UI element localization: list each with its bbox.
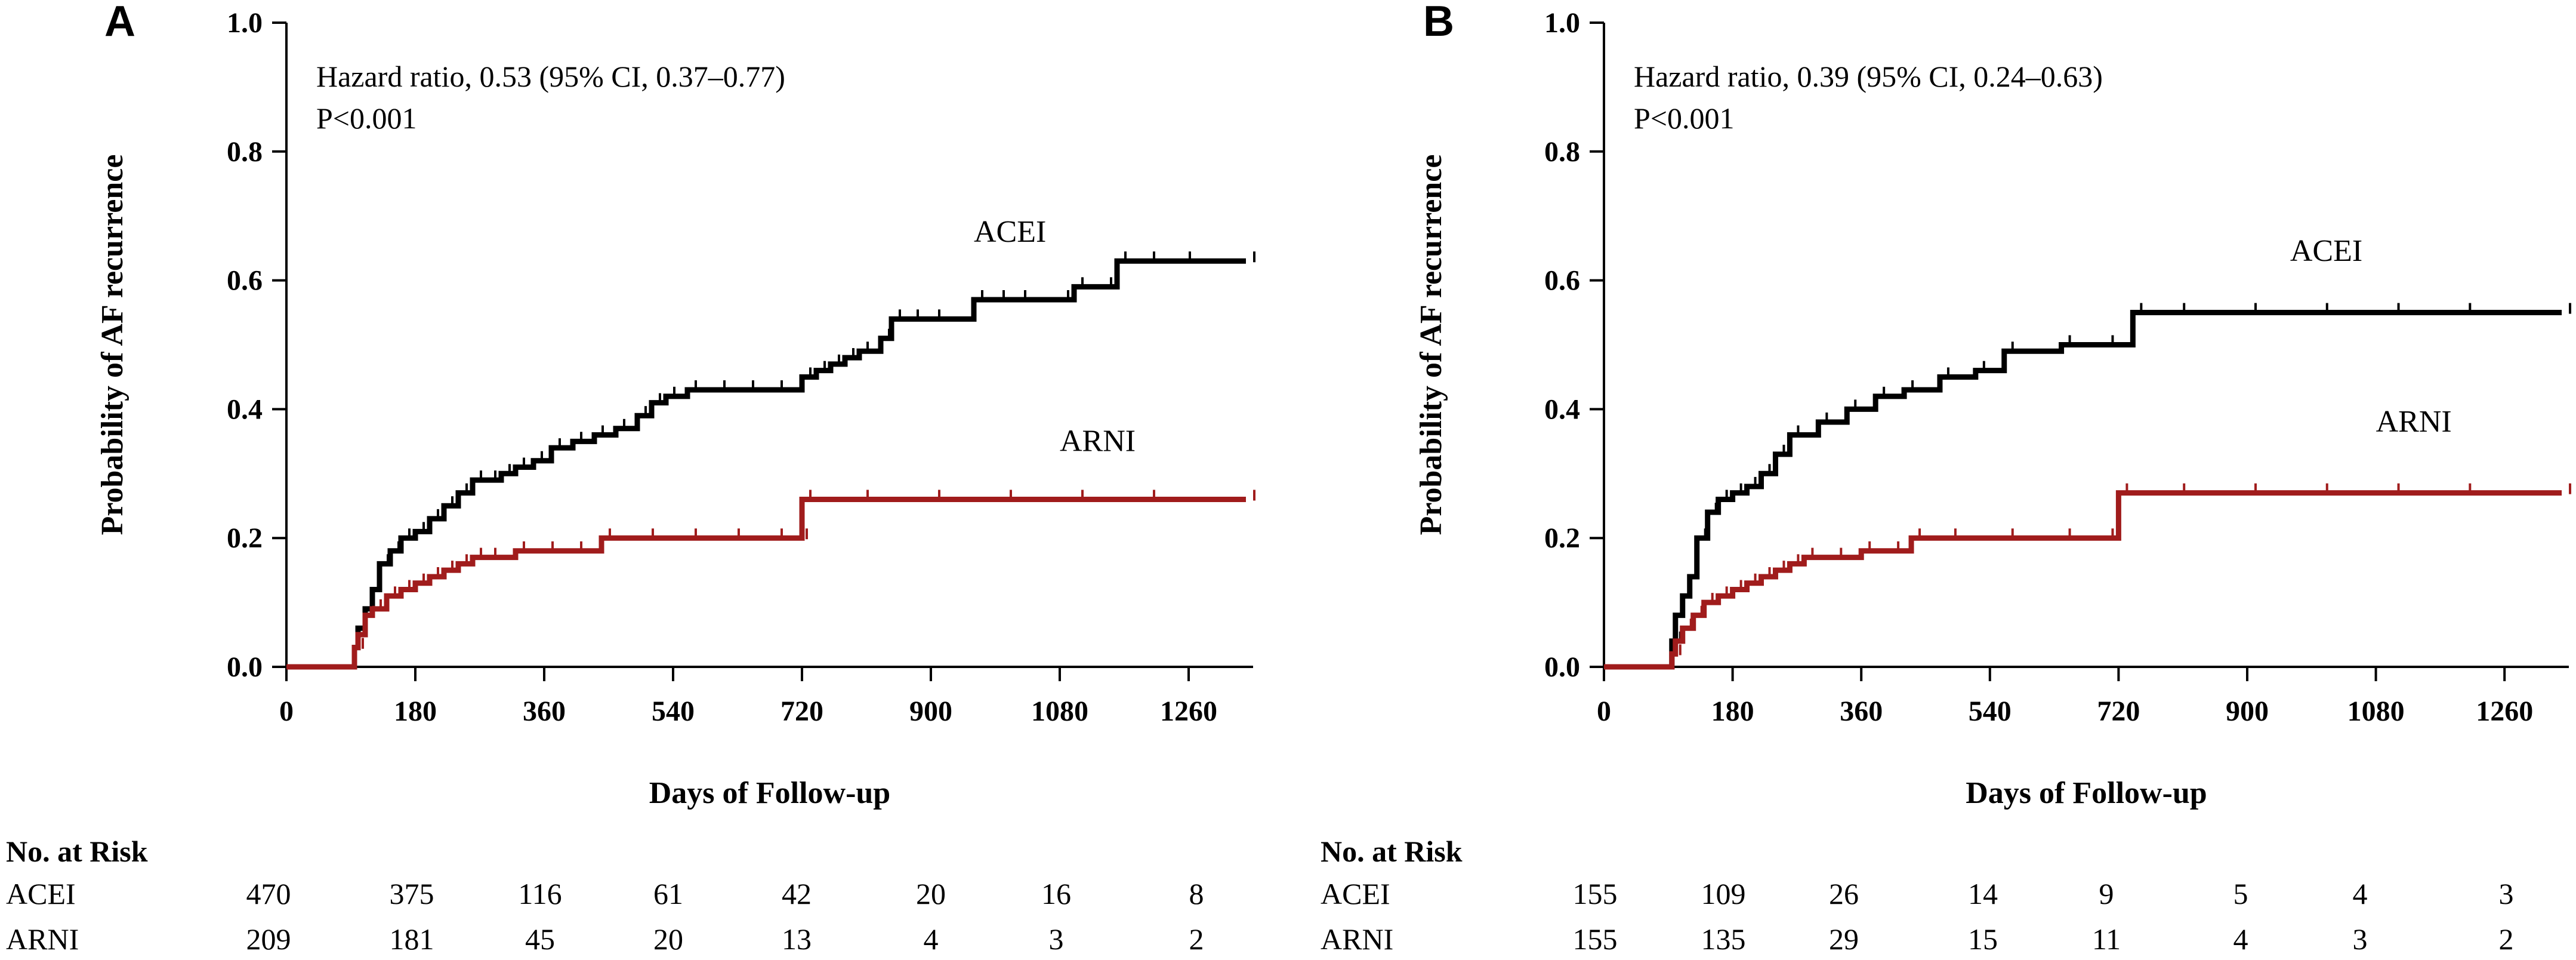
x-tick-label: 180: [1711, 696, 1754, 727]
risk-row-label-acei: ACEI: [1321, 877, 1390, 910]
annotation-line: P<0.001: [316, 101, 417, 135]
risk-table-title: No. at Risk: [1321, 835, 1463, 868]
y-axis-label: Probability of AF recurrence: [95, 155, 129, 536]
x-tick-label: 540: [652, 696, 695, 727]
km-curve-arni: [1604, 490, 2562, 670]
risk-value: 20: [653, 922, 683, 956]
y-tick-label: 0.6: [1544, 265, 1580, 297]
x-tick-label: 0: [1597, 696, 1611, 727]
y-tick-label: 1.0: [227, 7, 263, 39]
km-curve-arni: [286, 496, 1246, 670]
risk-value: 2: [1189, 922, 1204, 956]
x-tick-label: 720: [780, 696, 823, 727]
risk-value: 11: [2092, 922, 2121, 956]
risk-value: 4: [924, 922, 939, 956]
y-tick-label: 0.8: [227, 136, 263, 168]
x-tick-label: 1080: [1031, 696, 1088, 727]
annotation-line: Hazard ratio, 0.39 (95% CI, 0.24–0.63): [1634, 60, 2103, 93]
risk-value: 116: [518, 877, 562, 910]
risk-value: 109: [1701, 877, 1746, 910]
panel-b: B 0.0 0.2 0.4 0.6 0.8 1.0 0 180 360 540 720 900 1080 1…: [1321, 0, 2572, 956]
annotation-line: Hazard ratio, 0.53 (95% CI, 0.37–0.77): [316, 60, 785, 93]
series-label-acei: ACEI: [2290, 234, 2362, 268]
y-tick-label: 1.0: [1544, 7, 1580, 39]
risk-value: 15: [1968, 922, 1998, 956]
risk-value: 4: [2353, 877, 2368, 910]
risk-value: 155: [1573, 877, 1618, 910]
risk-value: 5: [2233, 877, 2248, 910]
risk-value: 4: [2233, 922, 2248, 956]
risk-row-label-arni: ARNI: [1321, 922, 1393, 956]
risk-value: 13: [782, 922, 812, 956]
y-tick-label: 0.6: [227, 265, 263, 297]
risk-value: 20: [916, 877, 946, 910]
series-label-arni: ARNI: [1060, 424, 1136, 459]
x-tick-label: 540: [1969, 696, 2012, 727]
x-tick-label: 360: [523, 696, 566, 727]
panel-a: A 0.0 0.2 0.4 0.6 0.8 1.0 0 180 360 540 720 900 1080 1…: [6, 0, 1255, 956]
x-tick-label: 180: [394, 696, 437, 727]
x-tick-label: 1260: [1160, 696, 1217, 727]
risk-value: 16: [1041, 877, 1071, 910]
y-tick-label: 0.0: [227, 651, 263, 683]
risk-value: 375: [390, 877, 434, 910]
x-tick-label: 720: [2097, 696, 2140, 727]
km-curve-acei: [286, 258, 1246, 670]
y-tick-label: 0.4: [227, 393, 263, 425]
risk-value: 61: [653, 877, 683, 910]
y-tick-label: 0.0: [1544, 651, 1580, 683]
risk-value: 29: [1829, 922, 1859, 956]
series-label-arni: ARNI: [2376, 405, 2452, 439]
x-tick-label: 0: [279, 696, 294, 727]
risk-value: 3: [2353, 922, 2368, 956]
x-tick-label: 900: [2226, 696, 2269, 727]
panel-letter: B: [1423, 0, 1454, 45]
annotation-line: P<0.001: [1634, 101, 1735, 135]
risk-value: 3: [2499, 877, 2514, 910]
risk-value: 8: [1189, 877, 1204, 910]
x-tick-label: 360: [1840, 696, 1883, 727]
y-tick-label: 0.2: [227, 522, 263, 554]
x-tick-label: 1260: [2476, 696, 2533, 727]
risk-value: 470: [246, 877, 291, 910]
panel-letter: A: [104, 0, 135, 45]
risk-row-label-acei: ACEI: [6, 877, 76, 910]
x-tick-label: 1080: [2347, 696, 2405, 727]
risk-value: 14: [1968, 877, 1998, 910]
y-tick-label: 0.2: [1544, 522, 1580, 554]
risk-value: 155: [1573, 922, 1618, 956]
risk-value: 181: [390, 922, 434, 956]
y-tick-label: 0.4: [1544, 393, 1580, 425]
risk-value: 209: [246, 922, 291, 956]
risk-row-label-arni: ARNI: [6, 922, 79, 956]
risk-value: 26: [1829, 877, 1859, 910]
y-tick-label: 0.8: [1544, 136, 1580, 168]
risk-value: 9: [2099, 877, 2114, 910]
x-axis-label: Days of Follow-up: [1966, 776, 2207, 810]
x-tick-label: 900: [909, 696, 952, 727]
risk-value: 2: [2499, 922, 2514, 956]
x-axis-label: Days of Follow-up: [649, 776, 890, 810]
risk-table-title: No. at Risk: [6, 835, 148, 868]
risk-value: 135: [1701, 922, 1746, 956]
y-axis-label: Probability of AF recurrence: [1414, 155, 1448, 536]
risk-value: 45: [525, 922, 555, 956]
km-curve-acei: [1604, 310, 2562, 670]
risk-value: 42: [782, 877, 812, 910]
risk-value: 3: [1049, 922, 1064, 956]
series-label-acei: ACEI: [974, 215, 1046, 249]
